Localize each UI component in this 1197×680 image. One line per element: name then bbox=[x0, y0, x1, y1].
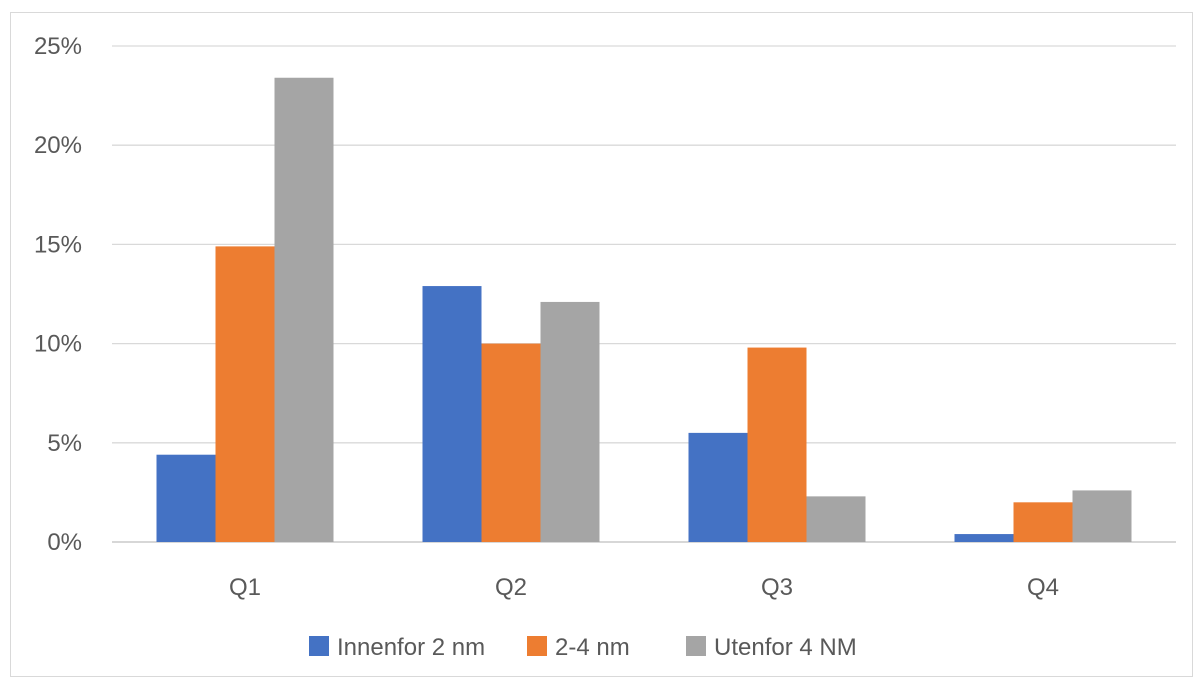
x-tick-label: Q4 bbox=[1027, 574, 1059, 601]
y-tick-label: 5% bbox=[47, 430, 82, 457]
bar-q3-series-1 bbox=[688, 432, 748, 542]
bar-q1-series-2 bbox=[215, 246, 275, 542]
y-tick-label: 10% bbox=[34, 331, 82, 358]
legend-swatch-3 bbox=[686, 636, 706, 656]
bar-q2-series-3 bbox=[540, 301, 600, 542]
bars bbox=[156, 77, 1132, 542]
y-tick-label: 25% bbox=[34, 33, 82, 60]
bar-q3-series-3 bbox=[806, 496, 866, 542]
legend-swatch-1 bbox=[309, 636, 329, 656]
y-tick-label: 20% bbox=[34, 132, 82, 159]
legend-label-3: Utenfor 4 NM bbox=[714, 634, 857, 661]
bar-q1-series-3 bbox=[274, 77, 334, 542]
bar-q2-series-2 bbox=[481, 343, 541, 542]
legend: Innenfor 2 nm 2-4 nm Utenfor 4 NM bbox=[309, 634, 857, 661]
x-tick-label: Q1 bbox=[229, 574, 261, 601]
bar-q2-series-1 bbox=[422, 286, 482, 542]
x-axis-ticks: Q1 Q2 Q3 Q4 bbox=[229, 574, 1059, 601]
legend-swatch-2 bbox=[527, 636, 547, 656]
chart-frame bbox=[10, 12, 1193, 677]
bar-q4-series-3 bbox=[1072, 490, 1132, 542]
bar-q1-series-1 bbox=[156, 454, 216, 542]
y-tick-label: 15% bbox=[34, 231, 82, 258]
y-tick-label: 0% bbox=[47, 529, 82, 556]
bar-q4-series-1 bbox=[954, 534, 1014, 542]
bar-q4-series-2 bbox=[1013, 502, 1073, 542]
legend-label-2: 2-4 nm bbox=[555, 634, 630, 661]
y-axis-ticks: 0% 5% 10% 15% 20% 25% bbox=[34, 33, 82, 556]
bar-q3-series-2 bbox=[747, 347, 807, 542]
legend-label-1: Innenfor 2 nm bbox=[337, 634, 485, 661]
x-tick-label: Q3 bbox=[761, 574, 793, 601]
x-tick-label: Q2 bbox=[495, 574, 527, 601]
